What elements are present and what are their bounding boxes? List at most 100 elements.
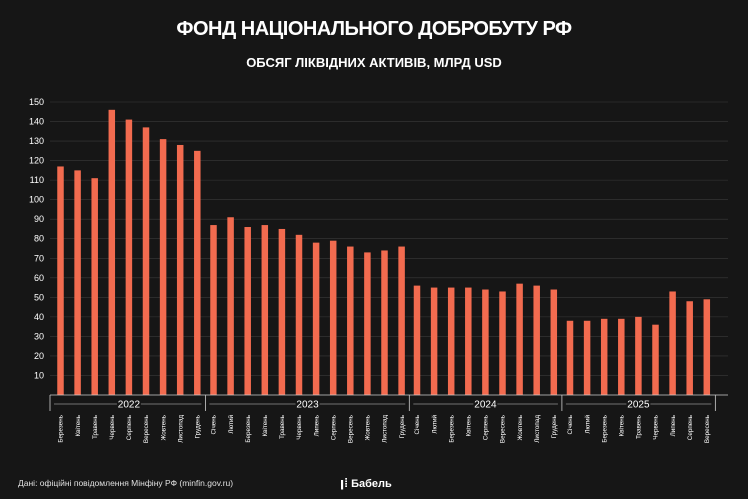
bar-2022-4 bbox=[108, 109, 116, 396]
chart-title: ФОНД НАЦІОНАЛЬНОГО ДОБРОБУТУ РФ bbox=[176, 18, 572, 40]
bar-2025-7 bbox=[669, 291, 676, 395]
x-tick-label: Травень bbox=[92, 414, 99, 439]
bar-2022-8 bbox=[176, 144, 184, 395]
y-tick-label: 10 bbox=[34, 370, 44, 380]
bar-2025-8 bbox=[686, 301, 693, 395]
bar-2023-4 bbox=[261, 225, 269, 395]
x-tick-label: Листопад bbox=[534, 415, 541, 443]
bar-2023-10 bbox=[364, 252, 371, 395]
x-tick-label: Квітень bbox=[465, 414, 473, 436]
y-tick-label: 60 bbox=[34, 273, 44, 283]
x-tick-label: Липень bbox=[670, 414, 677, 436]
y-tick-label: 30 bbox=[34, 331, 44, 341]
bar-2024-1 bbox=[413, 285, 421, 395]
y-tick-label: 110 bbox=[30, 175, 44, 185]
y-tick-label: 130 bbox=[29, 136, 44, 146]
x-tick-label: Вересень bbox=[500, 414, 507, 443]
brand-name: Бабель bbox=[351, 478, 392, 490]
x-tick-label: Січень bbox=[210, 414, 218, 434]
x-tick-label: Вересень bbox=[704, 414, 711, 443]
x-tick-label: Листопад bbox=[177, 415, 184, 443]
x-tick-label: Лютий bbox=[583, 415, 591, 434]
x-tick-label: Травень bbox=[279, 414, 286, 439]
y-tick-label: 80 bbox=[34, 234, 44, 244]
x-tick-label: Червень bbox=[296, 414, 303, 439]
bar-2023-8 bbox=[329, 240, 337, 395]
x-tick-label: Січень bbox=[566, 414, 574, 434]
bar-2023-11 bbox=[381, 250, 388, 395]
bar-2022-7 bbox=[159, 139, 167, 395]
bar-2022-9 bbox=[194, 150, 201, 395]
chart-subtitle: ОБСЯГ ЛІКВІДНИХ АКТИВІВ, МЛРД USD bbox=[246, 55, 502, 70]
bar-2024-9 bbox=[550, 289, 558, 395]
bar-2025-2 bbox=[583, 320, 591, 395]
x-tick-label: Жовтень bbox=[365, 414, 372, 440]
bar-2022-6 bbox=[142, 127, 150, 395]
x-tick-label: Березень bbox=[245, 414, 252, 442]
x-tick-label: Грудень bbox=[399, 414, 406, 438]
bar-2024-8 bbox=[533, 285, 540, 395]
y-tick-label: 140 bbox=[29, 117, 44, 127]
y-tick-label: 20 bbox=[34, 351, 44, 361]
bar-2024-7 bbox=[516, 283, 523, 395]
source-note: Дані: офіційні повідомлення Мінфіну РФ (… bbox=[18, 478, 234, 488]
bar-2023-1 bbox=[210, 225, 217, 395]
x-tick-label: Квітень bbox=[74, 414, 82, 436]
bar-2025-9 bbox=[703, 299, 711, 395]
bar-2024-4 bbox=[465, 287, 472, 395]
bar-2023-6 bbox=[295, 234, 303, 395]
bar-2025-3 bbox=[600, 318, 608, 395]
bar-2024-5 bbox=[482, 289, 489, 395]
x-tick-label: Грудень bbox=[195, 414, 202, 438]
x-tick-label: Червень bbox=[109, 414, 116, 439]
x-tick-label: Лютий bbox=[227, 415, 235, 434]
x-tick-label: Червень bbox=[653, 414, 660, 439]
brand-logo: ꞁ⁞ Бабель bbox=[340, 476, 392, 490]
bars bbox=[57, 109, 711, 396]
year-label-2024: 2024 bbox=[474, 400, 497, 411]
bar-2022-5 bbox=[125, 119, 133, 395]
year-label-2023: 2023 bbox=[296, 400, 319, 411]
y-tick-label: 120 bbox=[29, 156, 44, 166]
x-tick-label: Травень bbox=[636, 414, 643, 439]
x-tick-label: Березень bbox=[601, 414, 608, 442]
bar-2025-5 bbox=[635, 316, 642, 395]
x-tick-label: Квітень bbox=[261, 414, 269, 436]
x-tick-label: Лютий bbox=[430, 415, 438, 434]
y-tick-label: 150 bbox=[29, 97, 44, 107]
bar-2025-1 bbox=[566, 320, 574, 395]
x-tick-label: Листопад bbox=[382, 415, 389, 443]
bar-2024-6 bbox=[499, 291, 506, 395]
x-tick-label: Серпень bbox=[330, 414, 337, 440]
bar-2025-4 bbox=[618, 318, 625, 395]
bar-2024-2 bbox=[430, 287, 438, 395]
x-tick-label: Вересень bbox=[143, 414, 150, 443]
bar-2023-7 bbox=[312, 242, 320, 395]
x-tick-label: Серпень bbox=[687, 414, 694, 440]
x-tick-label: Серпень bbox=[126, 414, 133, 440]
y-tick-label: 100 bbox=[29, 195, 44, 205]
y-axis-tick-labels: 10 20 30 40 50 60 70 80 90 100 110 120 130 140 150 bbox=[29, 97, 44, 380]
bar-2025-6 bbox=[652, 324, 659, 395]
x-axis-month-labels: Березень Квітень Травень Червень Серпень Вере… bbox=[58, 414, 711, 443]
year-label-2022: 2022 bbox=[118, 400, 141, 411]
x-tick-label: Березень bbox=[58, 414, 65, 442]
bar-2023-3 bbox=[244, 227, 251, 395]
bar-2023-12 bbox=[398, 246, 405, 395]
x-tick-label: Грудень bbox=[551, 414, 558, 438]
bar-2023-2 bbox=[227, 217, 234, 395]
x-axis-year-labels: 2022 2023 2024 2025 bbox=[118, 400, 650, 411]
x-tick-label: Квітень bbox=[618, 414, 626, 436]
y-tick-label: 70 bbox=[34, 253, 44, 263]
x-tick-label: Вересень bbox=[348, 414, 355, 443]
x-tick-label: Січень bbox=[413, 414, 421, 434]
bar-2023-5 bbox=[278, 228, 286, 395]
y-tick-label: 40 bbox=[34, 312, 44, 322]
babel-logo-icon: ꞁ⁞ bbox=[340, 476, 349, 490]
x-tick-label: Серпень bbox=[483, 414, 490, 440]
y-tick-label: 90 bbox=[34, 214, 44, 224]
bar-2022-3 bbox=[91, 178, 98, 395]
bar-2022-2 bbox=[74, 170, 81, 395]
year-label-2025: 2025 bbox=[627, 400, 650, 411]
